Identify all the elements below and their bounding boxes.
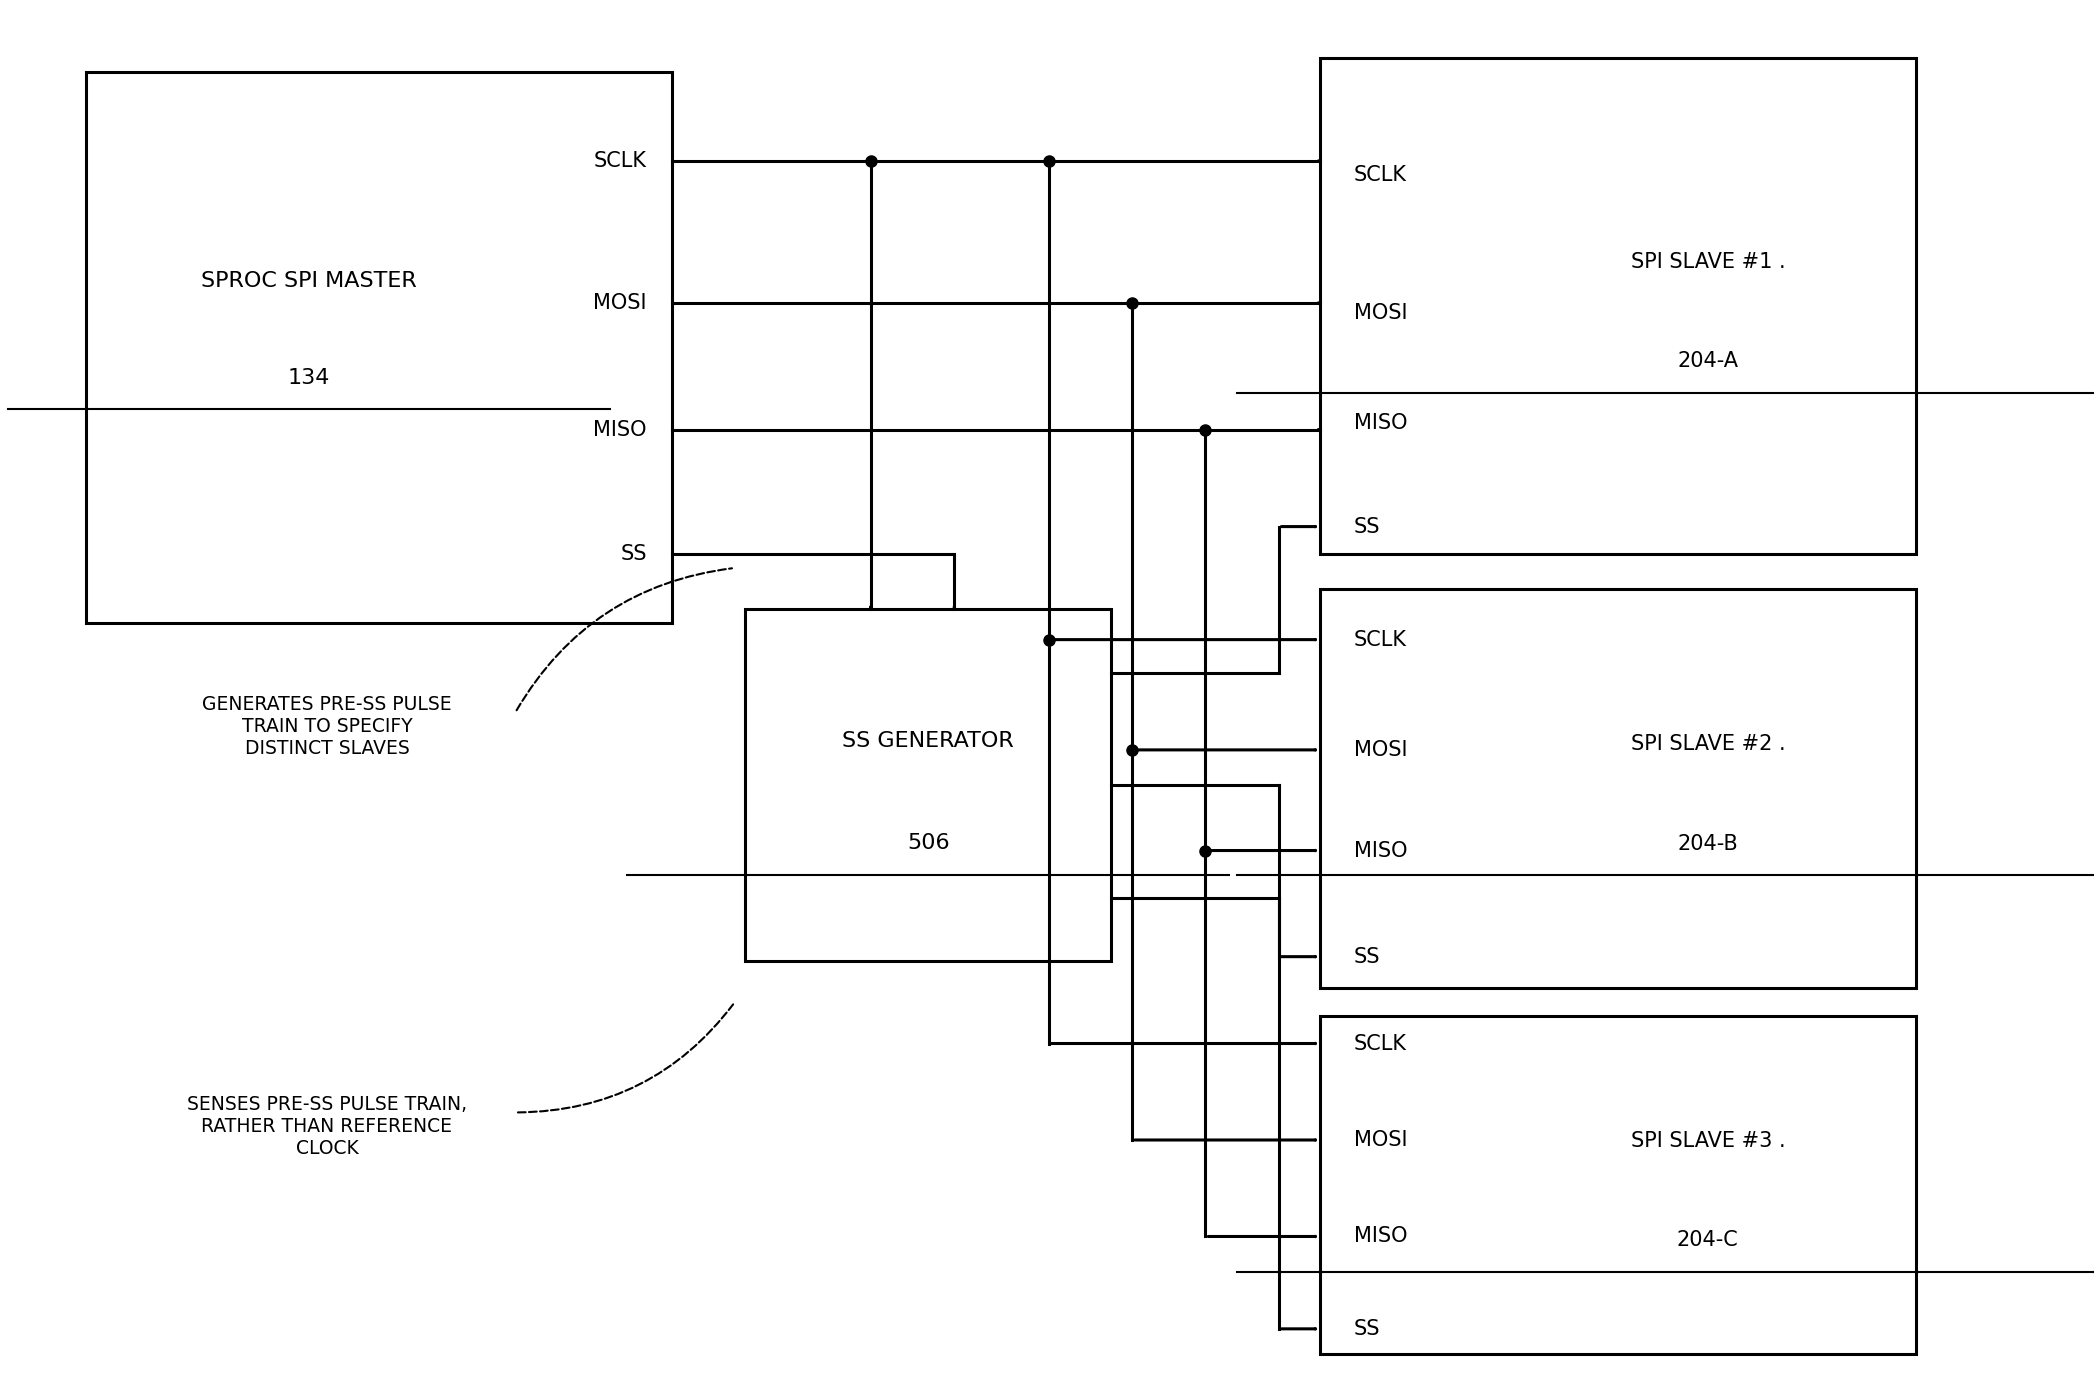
Text: MOSI: MOSI xyxy=(1355,303,1407,322)
Text: MISO: MISO xyxy=(1355,1226,1407,1247)
Text: MISO: MISO xyxy=(1355,840,1407,861)
Text: MISO: MISO xyxy=(593,421,648,440)
Text: 204-B: 204-B xyxy=(1678,833,1738,854)
Text: 204-A: 204-A xyxy=(1678,352,1738,371)
Text: SCLK: SCLK xyxy=(593,151,648,172)
Text: SCLK: SCLK xyxy=(1355,165,1407,185)
Bar xyxy=(1321,58,1917,554)
Text: 134: 134 xyxy=(287,368,329,388)
Text: SCLK: SCLK xyxy=(1355,630,1407,649)
Bar xyxy=(86,72,671,623)
Text: SS: SS xyxy=(1355,516,1380,537)
Text: MISO: MISO xyxy=(1355,414,1407,433)
Text: SPI SLAVE #1 .: SPI SLAVE #1 . xyxy=(1631,252,1785,271)
Text: GENERATES PRE-SS PULSE
TRAIN TO SPECIFY
DISTINCT SLAVES: GENERATES PRE-SS PULSE TRAIN TO SPECIFY … xyxy=(201,695,451,758)
Text: SCLK: SCLK xyxy=(1355,1034,1407,1053)
Text: SS: SS xyxy=(1355,1319,1380,1338)
Text: SS GENERATOR: SS GENERATOR xyxy=(843,731,1015,752)
Text: SS: SS xyxy=(621,544,648,565)
Text: 506: 506 xyxy=(906,833,950,853)
Text: SPROC SPI MASTER: SPROC SPI MASTER xyxy=(201,271,417,291)
Bar xyxy=(1321,588,1917,988)
Text: SPI SLAVE #3 .: SPI SLAVE #3 . xyxy=(1631,1131,1785,1150)
Text: 204-C: 204-C xyxy=(1678,1230,1738,1250)
Text: SENSES PRE-SS PULSE TRAIN,
RATHER THAN REFERENCE
CLOCK: SENSES PRE-SS PULSE TRAIN, RATHER THAN R… xyxy=(187,1095,468,1157)
Bar xyxy=(744,609,1111,960)
Text: SPI SLAVE #2 .: SPI SLAVE #2 . xyxy=(1631,735,1785,754)
Text: MOSI: MOSI xyxy=(593,293,648,313)
Text: MOSI: MOSI xyxy=(1355,1129,1407,1150)
Text: MOSI: MOSI xyxy=(1355,740,1407,760)
Text: SS: SS xyxy=(1355,947,1380,966)
Bar xyxy=(1321,1016,1917,1354)
